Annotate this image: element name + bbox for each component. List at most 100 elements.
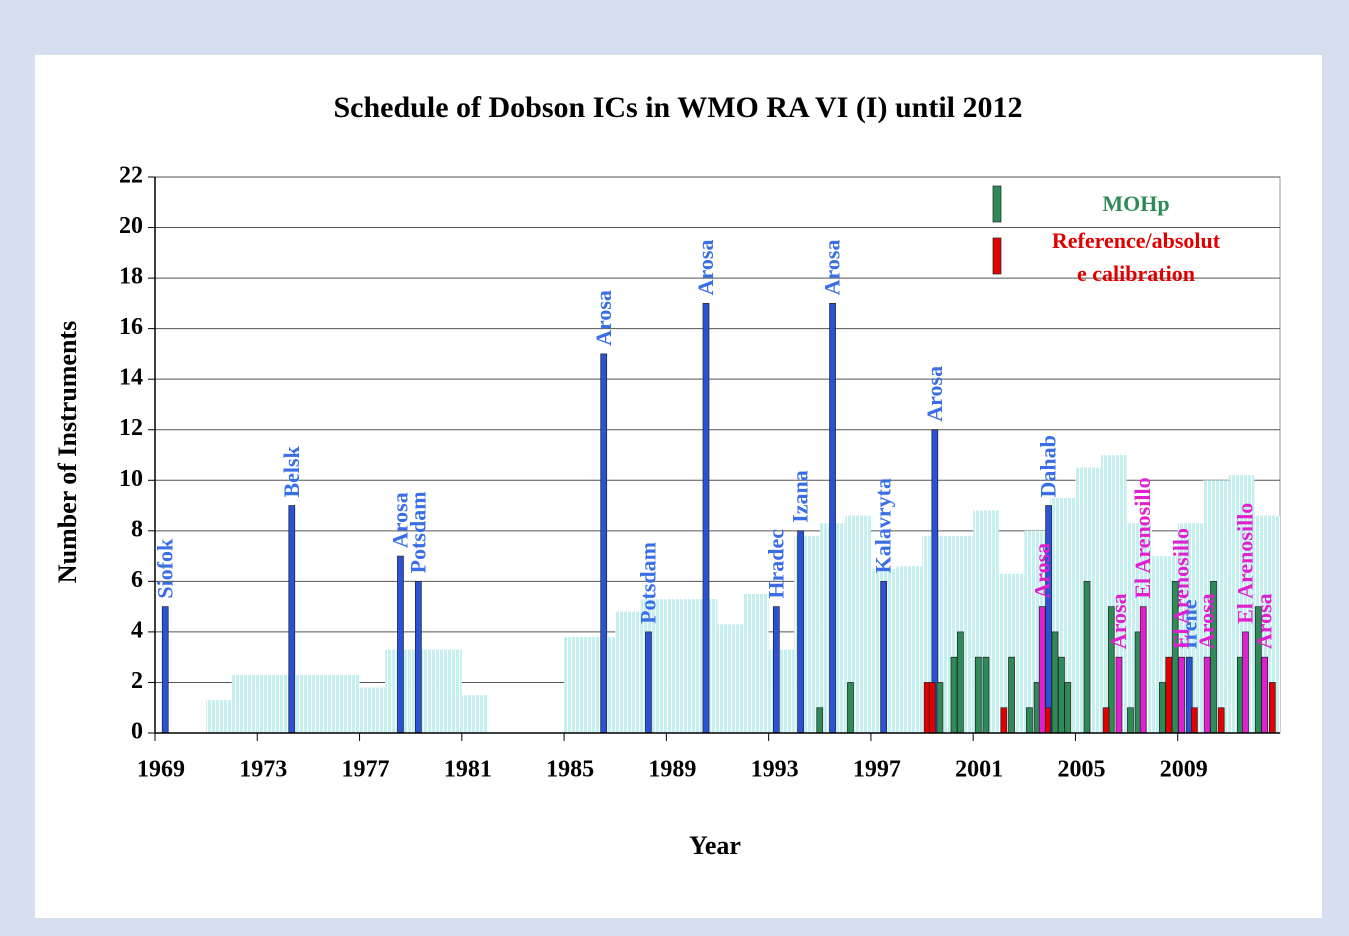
background-bar: [615, 611, 641, 733]
y-tick-label: 12: [119, 415, 143, 441]
bar: [161, 606, 169, 734]
y-tick-label: 6: [131, 567, 143, 593]
x-tick-label: 1985: [546, 757, 594, 783]
y-tick-label: 8: [131, 516, 143, 542]
bar-label: Arosa: [1029, 543, 1054, 599]
bar: [928, 682, 936, 734]
background-bar: [564, 636, 590, 733]
bar: [1139, 606, 1147, 734]
bar: [415, 581, 422, 734]
background-bar: [461, 695, 488, 733]
bar: [1038, 606, 1046, 734]
axes: 0 2 4 6 8 10 12 14 16 18 20 22 1969 1973 1977 1981 1985 1…: [119, 163, 1280, 783]
panel: [35, 55, 1322, 918]
x-tick-label: 1973: [239, 757, 287, 783]
legend-swatch: [992, 185, 1002, 223]
bar: [600, 353, 608, 734]
background-bar: [282, 674, 309, 733]
bar: [702, 303, 710, 734]
bar-label: Arosa: [820, 240, 845, 296]
bar: [1217, 707, 1225, 734]
chart-title: Schedule of Dobson ICs in WMO RA VI (I) …: [333, 91, 1022, 124]
bar-label: Arosa: [1194, 593, 1219, 649]
bar: [1165, 656, 1173, 734]
bar: [1026, 707, 1033, 734]
bar: [1045, 505, 1052, 734]
bar: [1058, 656, 1065, 734]
bar-label: Kalavryta: [871, 478, 896, 573]
bar: [1064, 682, 1072, 734]
bars: [161, 303, 1280, 734]
bar: [1261, 656, 1269, 734]
background-bar: [206, 700, 232, 733]
bar: [1127, 707, 1134, 734]
bar-label: Arosa: [388, 492, 413, 548]
y-tick-label: 22: [119, 163, 143, 189]
bar: [397, 555, 404, 734]
x-tick-label: 1969: [137, 757, 185, 783]
x-tick-label: 1977: [342, 757, 390, 783]
bar: [288, 505, 296, 734]
bar-label: Potsdam: [405, 491, 430, 573]
bar: [1083, 581, 1091, 734]
bar: [982, 656, 990, 734]
bar-label: Arosa: [922, 366, 947, 422]
y-tick-label: 20: [119, 213, 143, 239]
bar: [797, 530, 804, 734]
background-bar: [436, 649, 462, 733]
bar: [816, 707, 824, 734]
bar-label: Arosa: [1252, 593, 1277, 649]
bar: [847, 682, 854, 734]
x-tick-label: 1997: [853, 757, 901, 783]
bar: [1102, 707, 1110, 734]
x-tick-label: 1989: [648, 757, 696, 783]
bar-label: Siofok: [152, 538, 177, 599]
bar: [880, 581, 888, 734]
bar: [936, 682, 944, 734]
bar-label: Arosa: [591, 290, 616, 346]
background-bar: [308, 674, 334, 733]
bar-label: El Arenosillo: [1130, 477, 1155, 598]
background-bar: [640, 599, 667, 733]
bar: [645, 631, 652, 734]
background-bar: [257, 674, 283, 733]
bar-label: Arosa: [1106, 593, 1131, 649]
bar-label: Belsk: [279, 445, 304, 497]
legend-swatch: [992, 237, 1002, 275]
y-tick-label: 4: [131, 617, 143, 643]
x-tick-label: 1993: [751, 757, 799, 783]
background-bar: [743, 594, 769, 733]
bar: [1203, 656, 1211, 734]
bar: [1159, 682, 1166, 734]
bar: [772, 606, 780, 734]
bar-label: Dahab: [1036, 435, 1061, 497]
bar: [1178, 656, 1185, 734]
bar: [1051, 631, 1059, 734]
bar: [1008, 656, 1015, 734]
y-tick-label: 0: [131, 719, 143, 745]
x-tick-label: 1981: [444, 757, 492, 783]
bar: [829, 303, 836, 734]
bar: [1242, 631, 1249, 734]
background-bar: [359, 687, 386, 733]
legend-label: MOHp: [1102, 191, 1169, 216]
y-tick-label: 2: [131, 668, 143, 694]
y-tick-label: 16: [119, 314, 143, 340]
y-tick-label: 10: [119, 466, 143, 492]
bar: [1268, 682, 1276, 734]
bar-label: El Arenosillo: [1169, 528, 1194, 649]
bar-label: Hradec: [763, 529, 788, 599]
bar: [1000, 707, 1008, 734]
x-tick-label: 2005: [1057, 757, 1105, 783]
bar: [957, 631, 964, 734]
y-tick-label: 18: [119, 264, 143, 290]
y-tick-label: 14: [119, 365, 143, 391]
background-bar: [231, 674, 258, 733]
x-tick-label: 2009: [1160, 757, 1208, 783]
bar: [1115, 656, 1123, 734]
background-bar: [410, 649, 437, 733]
bar-label: Arosa: [693, 240, 718, 296]
background-bar: [333, 674, 360, 733]
